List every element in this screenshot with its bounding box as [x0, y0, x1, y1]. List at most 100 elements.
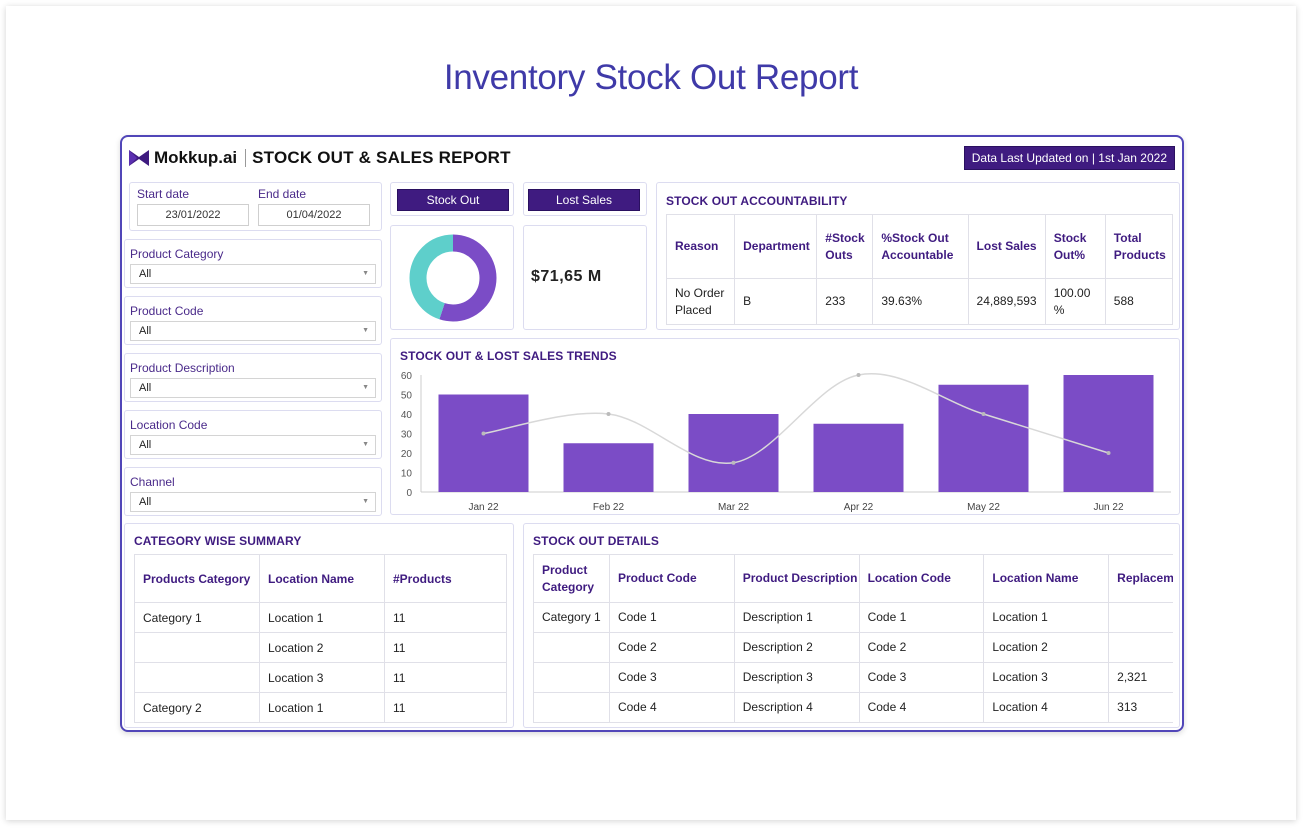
table-cell: Code 4: [608, 692, 735, 723]
y-tick-label: 20: [401, 449, 413, 460]
y-tick-label: 50: [401, 391, 413, 402]
lost-sales-trend-line: [483, 373, 1109, 465]
select-value: All: [139, 325, 152, 337]
table-cell: 588: [1104, 278, 1174, 325]
product-description-select[interactable]: All ▼: [130, 378, 376, 398]
lost-sales-value: $71,65 M: [531, 268, 602, 285]
end-date-input[interactable]: 01/04/2022: [258, 204, 370, 226]
trends-chart: 0 10 20 30 40 50 60 Jan 22 Feb 22 Mar 22 Apr 22 May…: [401, 371, 1171, 513]
bar-jan-22: [438, 394, 529, 492]
table-cell: 39.63%: [872, 278, 969, 325]
stock-out-donut-chart: [409, 234, 497, 322]
line-point: [981, 412, 986, 416]
x-tick-label: Apr 22: [844, 502, 874, 513]
logo-text: Mokkup.ai: [154, 148, 238, 167]
accountability-title: STOCK OUT ACCOUNTABILITY: [666, 194, 848, 208]
col-header: Product Category: [533, 554, 610, 603]
col-header: #Products: [384, 554, 507, 603]
stock-details-title: STOCK OUT DETAILS: [533, 534, 659, 548]
table-cell: Location 2: [983, 632, 1110, 663]
y-tick-label: 30: [401, 430, 413, 441]
product-code-select[interactable]: All ▼: [130, 321, 376, 341]
chevron-down-icon: ▼: [362, 327, 369, 334]
table-cell: Location 1: [259, 602, 385, 633]
table-row: Location 3 11: [134, 662, 507, 693]
col-header: Total Products: [1104, 214, 1174, 279]
table-cell: Location 1: [983, 602, 1110, 633]
col-header: %Stock Out Accountable: [872, 214, 969, 279]
location-code-select[interactable]: All ▼: [130, 435, 376, 455]
table-cell: 11: [384, 602, 507, 633]
header-divider: [245, 149, 247, 167]
col-header: #Stock Outs: [816, 214, 874, 279]
category-summary-table: Products Category Location Name #Product…: [134, 554, 507, 723]
table-cell: Category 1: [134, 602, 260, 633]
table-cell: [1108, 632, 1173, 663]
col-header: Location Name: [259, 554, 385, 603]
header: Mokkup.ai STOCK OUT & SALES REPORT: [129, 148, 511, 168]
x-tick-label: May 22: [967, 502, 1000, 513]
start-date-label: Start date: [137, 187, 190, 201]
table-cell: Description 1: [733, 602, 860, 633]
x-tick-label: Jan 22: [468, 502, 498, 513]
table-header-row: Product Category Product Code Product De…: [533, 554, 1173, 603]
lost-sales-button[interactable]: Lost Sales: [528, 189, 640, 211]
col-header: Replacem Product: [1108, 554, 1173, 603]
channel-select[interactable]: All ▼: [130, 492, 376, 512]
y-tick-label: 40: [401, 410, 413, 421]
col-header: Location Code: [858, 554, 985, 603]
table-cell: Code 3: [858, 662, 985, 693]
table-cell: Code 2: [608, 632, 735, 663]
table-cell: Category 2: [134, 692, 260, 723]
stock-out-button[interactable]: Stock Out: [397, 189, 509, 211]
start-date-input[interactable]: 23/01/2022: [137, 204, 249, 226]
table-cell: Description 3: [733, 662, 860, 693]
stock-out-donut-panel: [390, 225, 514, 330]
lost-sales-tab-panel: Lost Sales: [523, 182, 647, 216]
filter-label: Product Description: [130, 361, 235, 375]
col-header: Lost Sales: [967, 214, 1046, 279]
chevron-down-icon: ▼: [362, 498, 369, 505]
table-cell: [533, 632, 610, 663]
table-cell: Location 4: [983, 692, 1110, 723]
table-cell: Category 1: [533, 602, 610, 633]
filter-label: Product Category: [130, 247, 224, 261]
table-cell: 100.00 %: [1044, 278, 1106, 325]
table-cell: 11: [384, 662, 507, 693]
table-cell: No Order Placed: [665, 278, 736, 325]
col-header: Department: [734, 214, 818, 279]
product-category-select[interactable]: All ▼: [130, 264, 376, 284]
stock-details-scroll[interactable]: Product Category Product Code Product De…: [533, 554, 1173, 727]
y-tick-label: 10: [401, 469, 413, 480]
table-cell: Code 1: [608, 602, 735, 633]
filter-label: Product Code: [130, 304, 204, 318]
accountability-table: Reason Department #Stock Outs %Stock Out…: [665, 214, 1174, 325]
table-cell: 233: [816, 278, 874, 325]
col-header: Product Code: [608, 554, 735, 603]
table-cell: 2,321: [1108, 662, 1173, 693]
filter-location-code: Location Code All ▼: [124, 410, 382, 459]
category-summary-title: CATEGORY WISE SUMMARY: [134, 534, 302, 548]
col-header: Stock Out%: [1044, 214, 1106, 279]
stock-details-panel: STOCK OUT DETAILS Product Category Produ…: [523, 523, 1180, 728]
stock-details-table: Product Category Product Code Product De…: [533, 554, 1173, 723]
table-header-row: Reason Department #Stock Outs %Stock Out…: [665, 214, 1174, 279]
table-cell: 24,889,593: [967, 278, 1046, 325]
line-point: [1106, 451, 1111, 455]
table-cell: Location 3: [983, 662, 1110, 693]
col-header: Location Name: [983, 554, 1110, 603]
x-tick-label: Jun 22: [1093, 502, 1123, 513]
select-value: All: [139, 496, 152, 508]
select-value: All: [139, 268, 152, 280]
filter-label: Channel: [130, 475, 175, 489]
table-row: Code 2 Description 2 Code 2 Location 2: [533, 632, 1173, 663]
select-value: All: [139, 439, 152, 451]
last-updated-badge: Data Last Updated on | 1st Jan 2022: [963, 146, 1175, 170]
table-cell: Code 2: [858, 632, 985, 663]
table-cell: Location 3: [259, 662, 385, 693]
table-cell: Code 3: [608, 662, 735, 693]
table-cell: Location 2: [259, 632, 385, 663]
table-cell: 11: [384, 632, 507, 663]
bar-jun-22: [1063, 375, 1154, 492]
end-date-label: End date: [258, 187, 307, 201]
